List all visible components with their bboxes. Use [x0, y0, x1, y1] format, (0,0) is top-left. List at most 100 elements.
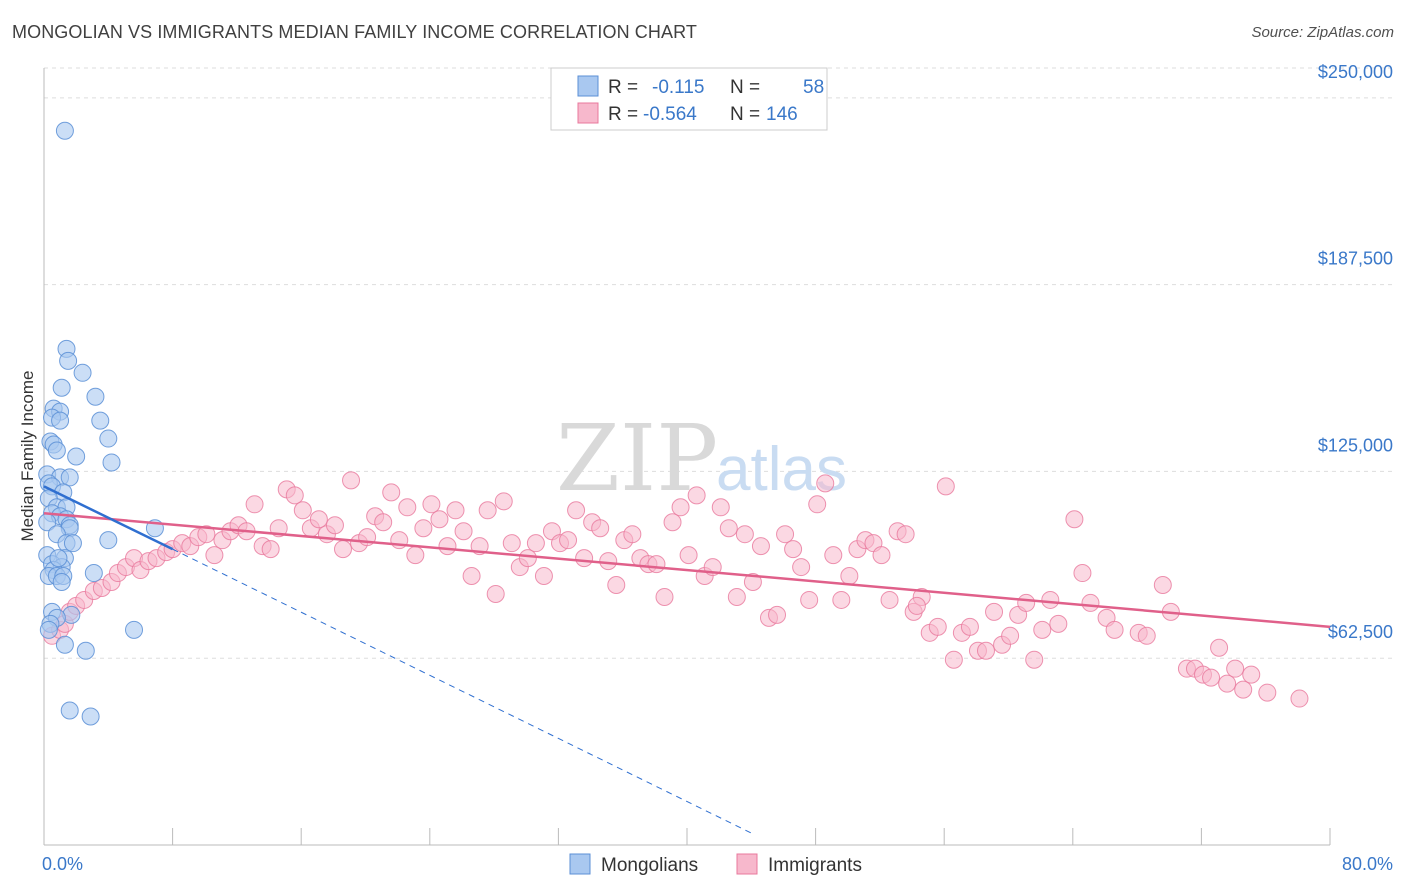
immigrants-point-145 — [1258, 683, 1277, 702]
legend-swatch-mongolians[interactable] — [569, 853, 591, 875]
immigrants-point-81 — [687, 486, 706, 505]
legend-swatch-immigrants[interactable] — [736, 853, 758, 875]
mongolians-point-4 — [52, 378, 71, 397]
mongolians-point-57 — [49, 549, 68, 568]
x-tick-label-min: 0.0% — [42, 854, 83, 874]
stats-n-label-1: N = — [730, 77, 760, 98]
immigrants-point-70 — [599, 552, 618, 571]
chart-title: MONGOLIAN VS IMMIGRANTS MEDIAN FAMILY IN… — [12, 22, 697, 42]
y-tick-label-3: $250,000 — [1318, 62, 1393, 82]
immigrants-point-93 — [784, 540, 803, 559]
mongolians-point-10 — [51, 411, 70, 430]
immigrants-point-26 — [245, 495, 264, 514]
immigrants-point-79 — [671, 498, 690, 517]
mongolians-point-53 — [60, 701, 79, 720]
mongolians-point-47 — [62, 605, 81, 624]
immigrants-point-141 — [1218, 674, 1237, 693]
mongolians-trend-dashed — [172, 548, 752, 834]
mongolians-point-56 — [52, 573, 71, 592]
immigrants-point-88 — [743, 573, 762, 592]
immigrants-point-134 — [1153, 575, 1172, 594]
immigrants-point-20 — [197, 525, 216, 544]
mongolians-points — [38, 121, 164, 726]
immigrants-point-142 — [1226, 659, 1245, 678]
immigrants-point-69 — [591, 519, 610, 538]
immigrants-point-49 — [430, 510, 449, 529]
immigrants-point-96 — [808, 495, 827, 514]
x-tick-label-max: 80.0% — [1342, 854, 1393, 874]
immigrants-point-67 — [575, 549, 594, 568]
immigrants-point-53 — [462, 567, 481, 586]
immigrants-point-47 — [414, 519, 433, 538]
mongolians-point-0 — [55, 121, 74, 140]
immigrants-point-123 — [1025, 650, 1044, 669]
immigrants-point-56 — [486, 584, 505, 603]
y-tick-labels: $62,500 $125,000 $187,500 $250,000 — [1318, 62, 1393, 642]
immigrants-point-57 — [494, 492, 513, 511]
mongolians-point-9 — [91, 411, 110, 430]
immigrants-point-112 — [936, 477, 955, 496]
immigrants-point-50 — [438, 537, 457, 556]
y-tick-label-0: $62,500 — [1328, 622, 1393, 642]
immigrants-point-21 — [205, 546, 224, 565]
immigrants-point-73 — [623, 525, 642, 544]
stats-n-value-1: 58 — [803, 77, 824, 98]
immigrants-point-52 — [454, 522, 473, 541]
legend-label-mongolians[interactable]: Mongolians — [601, 855, 698, 876]
immigrants-points — [43, 471, 1309, 708]
stats-r-label-1: R = — [608, 77, 638, 98]
immigrants-point-128 — [1073, 564, 1092, 583]
mongolians-point-52 — [76, 641, 95, 660]
immigrants-point-36 — [325, 516, 344, 535]
mongolians-point-51 — [55, 635, 74, 654]
immigrants-point-146 — [1290, 689, 1309, 708]
immigrants-point-71 — [607, 575, 626, 594]
immigrants-point-84 — [711, 498, 730, 517]
mongolians-point-16 — [102, 453, 121, 472]
immigrants-point-32 — [293, 501, 312, 520]
immigrants-point-95 — [800, 590, 819, 609]
immigrants-point-86 — [727, 587, 746, 606]
immigrants-point-43 — [382, 483, 401, 502]
legend: Mongolians Immigrants — [569, 853, 862, 876]
mongolians-point-54 — [81, 707, 100, 726]
mongolians-point-42 — [84, 564, 103, 583]
immigrants-point-94 — [792, 558, 811, 577]
mongolians-point-5 — [86, 387, 105, 406]
mongolians-point-11 — [99, 429, 118, 448]
immigrants-point-62 — [534, 567, 553, 586]
immigrants-point-111 — [928, 617, 947, 636]
immigrants-point-45 — [398, 498, 417, 517]
immigrants-point-38 — [342, 471, 361, 490]
immigrants-point-34 — [309, 510, 328, 529]
immigrants-point-124 — [1033, 620, 1052, 639]
stats-box: R = -0.115 N = 58 R = -0.564 N = 146 — [550, 67, 828, 131]
immigrants-point-48 — [422, 495, 441, 514]
immigrants-point-58 — [502, 534, 521, 553]
mongolians-point-2 — [59, 351, 78, 370]
watermark-atlas: atlas — [716, 435, 847, 504]
immigrants-point-46 — [406, 546, 425, 565]
immigrants-point-118 — [985, 602, 1004, 621]
immigrants-point-55 — [478, 501, 497, 520]
immigrants-point-31 — [285, 486, 304, 505]
watermark: ZIP atlas — [556, 405, 847, 512]
immigrants-point-77 — [655, 587, 674, 606]
axes — [43, 68, 1331, 846]
immigrants-point-76 — [647, 555, 666, 574]
immigrants-point-37 — [333, 540, 352, 559]
mongolians-point-15 — [67, 447, 86, 466]
mongolians-point-50 — [125, 620, 144, 639]
immigrants-point-131 — [1105, 620, 1124, 639]
immigrants-point-65 — [559, 531, 578, 550]
legend-label-immigrants[interactable]: Immigrants — [768, 855, 862, 876]
immigrants-point-140 — [1210, 638, 1229, 657]
y-tick-label-1: $125,000 — [1318, 435, 1393, 455]
immigrants-point-28 — [261, 540, 280, 559]
immigrants-point-99 — [832, 590, 851, 609]
source-credit: Source: ZipAtlas.com — [1251, 24, 1394, 41]
immigrants-point-107 — [896, 525, 915, 544]
immigrants-point-147 — [907, 596, 926, 615]
stats-r-value-2: -0.564 — [643, 104, 697, 125]
immigrants-point-113 — [944, 650, 963, 669]
